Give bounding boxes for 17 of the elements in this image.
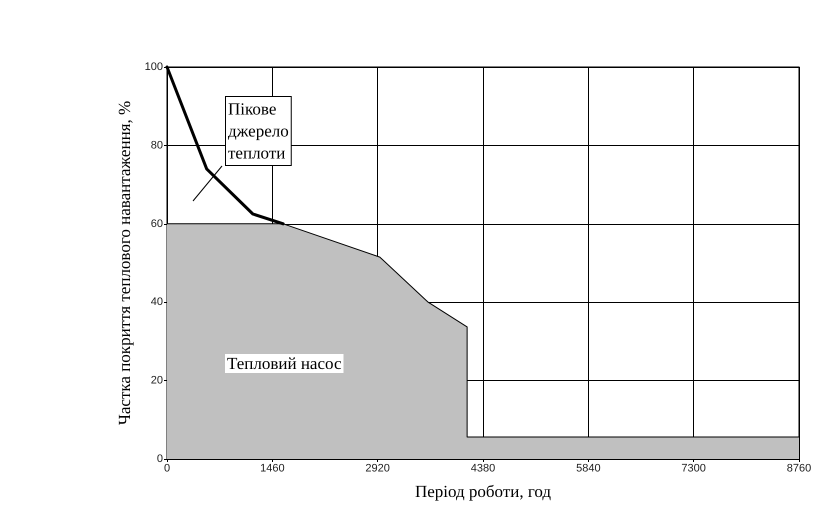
y-axis-title: Частка покриття теплового навантаження, % — [115, 100, 134, 426]
y-tick-label: 0 — [156, 453, 163, 465]
x-axis-title: Період роботи, год — [414, 482, 552, 501]
series-label: Пікове джерело теплоти — [228, 100, 289, 162]
x-tick-label: 0 — [164, 462, 170, 474]
x-tick-label: 8760 — [786, 462, 812, 474]
y-tick-label: 100 — [144, 61, 163, 73]
x-tick-label: 1460 — [260, 462, 285, 474]
x-tick-label: 4380 — [470, 462, 496, 474]
series-label: Тепловий насос — [227, 354, 342, 373]
x-tick-label: 5840 — [576, 462, 601, 474]
y-tick-label: 40 — [150, 296, 163, 308]
y-tick-label: 80 — [150, 139, 163, 152]
y-tick-label: 20 — [150, 374, 163, 387]
x-tick-label: 7300 — [681, 462, 706, 474]
x-tick-label: 2920 — [365, 462, 390, 474]
y-tick-label: 60 — [150, 218, 163, 230]
